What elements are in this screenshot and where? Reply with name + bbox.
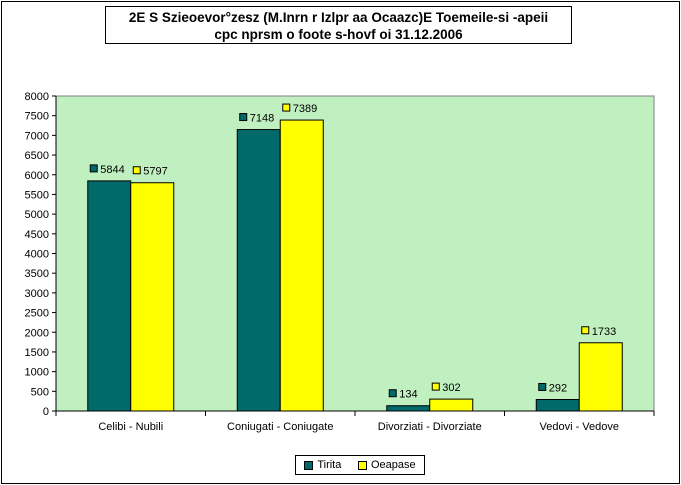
legend-item: Tirita [304,459,341,471]
legend: Tirita Oeapase [295,455,425,475]
chart-title: 2E S Szieoevor°zesz (M.Inrn r Izlpr aa O… [105,6,572,44]
y-tick-label: 7000 [25,130,49,142]
y-tick-label: 2000 [25,327,49,339]
category-label: Vedovi - Vedove [539,421,619,433]
data-label-key [132,166,141,175]
y-tick-label: 3000 [25,288,49,300]
data-label: 134 [399,389,417,401]
y-tick-label: 1000 [25,367,49,379]
y-tick-label: 0 [43,406,49,418]
bar-series-2 [578,342,623,412]
legend-label: Oeapase [371,459,416,471]
category-label: Divorziati - Divorziate [378,421,482,433]
data-label: 7148 [250,113,274,125]
data-label-key [388,389,397,398]
y-tick-label: 4500 [25,229,49,241]
y-tick-label: 3500 [25,268,49,280]
data-label: 292 [549,383,567,395]
legend-swatch [358,460,367,470]
bar-series-1 [386,405,431,412]
bar-series-1 [87,180,132,412]
y-tick-label: 5000 [25,209,49,221]
bar-series-2 [429,398,474,412]
y-tick-label: 4000 [25,249,49,261]
bar-series-2 [279,119,324,412]
chart-title-line-2: cpc nprsm o foote s-hovf oi 31.12.2006 [214,27,463,42]
y-tick-label: 1500 [25,347,49,359]
category-label: Coniugati - Coniugate [227,421,333,433]
data-label: 302 [442,382,460,394]
chart-title-line-1: 2E S Szieoevor°zesz (M.Inrn r Izlpr aa O… [128,10,549,25]
y-tick-label: 8000 [25,91,49,103]
y-tick-label: 2500 [25,308,49,320]
data-label-key [431,382,440,391]
data-label: 5797 [143,166,167,178]
data-label: 1733 [592,326,616,338]
data-label-key [282,103,291,112]
bar-series-1 [236,129,281,412]
data-label-key [581,326,590,335]
y-tick-label: 7500 [25,111,49,123]
bar-series-1 [535,399,580,412]
y-tick-label: 6000 [25,170,49,182]
legend-swatch [304,460,314,470]
data-label-key [538,383,547,392]
y-tick-label: 500 [31,386,49,398]
data-label: 7389 [293,103,317,115]
data-label-key [89,164,98,173]
legend-label: Tirita [317,459,342,471]
data-label-key [239,113,248,122]
bar-series-2 [130,182,175,412]
data-label: 5844 [100,164,124,176]
y-tick-label: 5500 [25,189,49,201]
legend-item: Oeapase [358,459,416,471]
category-label: Celibi - Nubili [98,421,163,433]
y-tick-label: 6500 [25,150,49,162]
